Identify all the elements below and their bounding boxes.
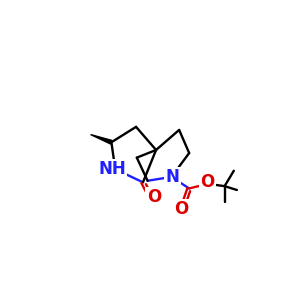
Text: NH: NH bbox=[98, 160, 126, 178]
Text: O: O bbox=[200, 172, 215, 190]
Polygon shape bbox=[91, 135, 112, 144]
Text: N: N bbox=[165, 168, 179, 186]
Text: O: O bbox=[147, 188, 161, 206]
Text: O: O bbox=[174, 200, 189, 218]
